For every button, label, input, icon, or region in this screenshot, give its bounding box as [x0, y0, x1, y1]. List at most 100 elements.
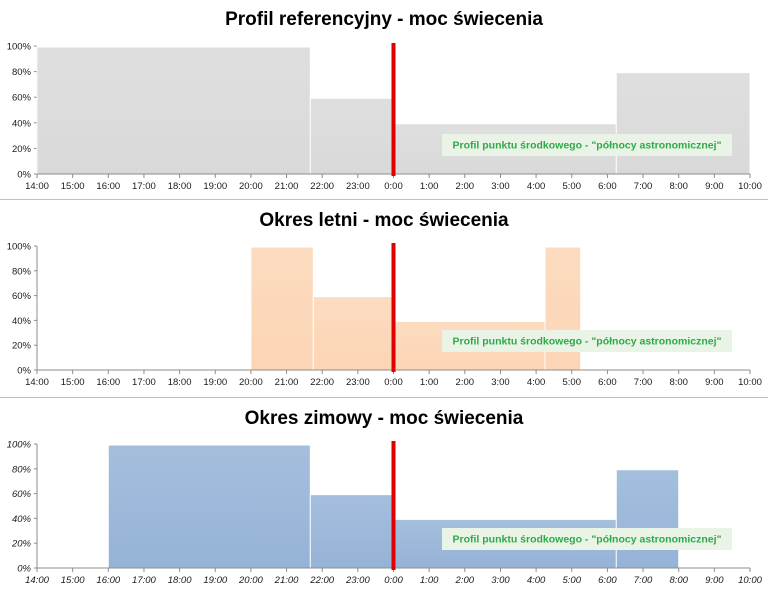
x-tick-label: 10:00	[738, 377, 762, 388]
annotation-box	[442, 134, 732, 156]
area-step-segment	[250, 245, 314, 371]
x-tick-label: 15:00	[61, 377, 85, 388]
x-tick-label: 3:00	[491, 181, 510, 192]
x-tick-label: 8:00	[669, 181, 688, 192]
x-tick-label: 10:00	[738, 181, 762, 192]
x-tick-label: 4:00	[527, 181, 546, 192]
x-tick-label: 9:00	[705, 575, 724, 586]
annotation-label: Profil punktu środkowego - "północy astr…	[453, 534, 722, 546]
x-tick-label: 17:00	[132, 377, 156, 388]
x-tick-label: 2:00	[456, 377, 475, 388]
area-step-segment	[615, 71, 751, 175]
area-step-segment	[312, 295, 395, 371]
x-tick-label: 15:00	[61, 575, 85, 586]
x-tick-label: 14:00	[25, 575, 49, 586]
y-tick-label: 80%	[12, 464, 32, 475]
x-tick-label: 14:00	[25, 377, 49, 388]
y-tick-label: 0%	[17, 170, 31, 181]
x-tick-label: 21:00	[275, 377, 299, 388]
x-tick-label: 7:00	[634, 181, 653, 192]
x-tick-label: 10:00	[738, 575, 762, 586]
x-tick-label: 8:00	[669, 575, 688, 586]
x-tick-label: 7:00	[634, 377, 653, 388]
x-tick-label: 15:00	[61, 181, 85, 192]
x-tick-label: 3:00	[491, 575, 510, 586]
x-tick-label: 22:00	[310, 377, 334, 388]
x-tick-label: 1:00	[420, 377, 439, 388]
x-tick-label: 17:00	[132, 181, 156, 192]
x-tick-label: 3:00	[491, 377, 510, 388]
x-tick-label: 19:00	[203, 181, 227, 192]
y-tick-label: 40%	[12, 514, 32, 525]
x-tick-label: 22:00	[309, 575, 334, 586]
x-tick-label: 7:00	[634, 575, 653, 586]
x-tick-label: 4:00	[527, 377, 546, 388]
x-tick-label: 2:00	[455, 575, 475, 586]
chart-panel-winter: Okres zimowy - moc świecenia 0% 20% 40% 60%…	[0, 398, 768, 597]
x-tick-label: 1:00	[420, 575, 439, 586]
x-tick-label: 5:00	[563, 181, 582, 192]
chart-title: Profil referencyjny - moc świecenia	[225, 9, 543, 30]
y-tick-label: 40%	[12, 118, 32, 129]
annotation-box	[442, 528, 732, 550]
x-tick-label: 9:00	[705, 377, 724, 388]
y-tick-label: 80%	[12, 67, 32, 78]
area-step-segment	[36, 45, 311, 175]
area-step-segment	[615, 468, 680, 569]
y-tick-label: 100%	[7, 440, 32, 451]
x-tick-label: 5:00	[563, 377, 582, 388]
area-step-segment	[309, 493, 395, 569]
chart-title: Okres letni - moc świecenia	[259, 210, 509, 231]
x-tick-label: 18:00	[168, 181, 192, 192]
x-tick-label: 23:00	[345, 575, 370, 586]
chart-plot: 0% 20% 40% 60% 80% 100% 14:00 15:00 16:00 17:00 18…	[7, 42, 762, 193]
area-step-segment	[309, 96, 395, 175]
y-tick-label: 80%	[12, 266, 32, 277]
y-tick-label: 60%	[12, 489, 32, 500]
y-tick-label: 20%	[12, 341, 32, 352]
x-tick-label: 6:00	[598, 575, 617, 586]
chart-panel-reference: Profil referencyjny - moc świecenia 0% 20…	[0, 0, 768, 200]
y-tick-label: 100%	[7, 242, 32, 253]
x-tick-label: 18:00	[168, 575, 192, 586]
x-tick-label: 0:00	[384, 575, 403, 586]
x-tick-label: 16:00	[96, 181, 120, 192]
chart-panel-summer: Okres letni - moc świecenia 0% 20% 40% 60% 8…	[0, 200, 768, 398]
annotation-label: Profil punktu środkowego - "północy astr…	[453, 336, 722, 348]
y-tick-label: 0%	[17, 366, 31, 377]
y-tick-label: 60%	[12, 93, 32, 104]
x-tick-label: 8:00	[669, 377, 688, 388]
x-tick-label: 19:00	[203, 377, 227, 388]
annotation-box	[442, 330, 732, 352]
chart-plot: 0% 20% 40% 60% 80% 100% 14:00 15:00 16:00 17:00 18…	[7, 242, 762, 389]
x-tick-label: 16:00	[96, 377, 120, 388]
y-tick-label: 40%	[12, 316, 32, 327]
x-tick-label: 0:00	[384, 181, 403, 192]
chart-plot: 0% 20% 40% 60% 80% 100% 14:00 15:00 16:00 17:00 18…	[7, 440, 763, 587]
x-tick-label: 9:00	[705, 181, 724, 192]
chart-title: Okres zimowy - moc świecenia	[244, 408, 524, 429]
x-tick-label: 4:00	[527, 575, 546, 586]
x-tick-label: 2:00	[456, 181, 475, 192]
y-tick-label: 20%	[11, 539, 32, 550]
annotation-label: Profil punktu środkowego - "północy astr…	[453, 140, 722, 152]
x-tick-label: 5:00	[563, 575, 582, 586]
x-tick-label: 20:00	[238, 575, 263, 586]
x-tick-label: 17:00	[132, 575, 156, 586]
area-step-segment	[107, 443, 311, 569]
x-tick-label: 16:00	[96, 575, 120, 586]
y-tick-label: 60%	[12, 291, 32, 302]
x-tick-label: 20:00	[239, 181, 263, 192]
x-tick-label: 21:00	[274, 575, 299, 586]
x-tick-label: 14:00	[25, 181, 49, 192]
y-tick-label: 100%	[7, 42, 32, 53]
x-tick-label: 0:00	[384, 377, 403, 388]
x-tick-label: 1:00	[420, 181, 439, 192]
x-tick-label: 22:00	[310, 181, 334, 192]
x-tick-label: 18:00	[168, 377, 192, 388]
x-tick-label: 6:00	[598, 181, 617, 192]
x-tick-label: 21:00	[275, 181, 299, 192]
y-tick-label: 0%	[17, 564, 31, 575]
x-tick-label: 6:00	[598, 377, 617, 388]
